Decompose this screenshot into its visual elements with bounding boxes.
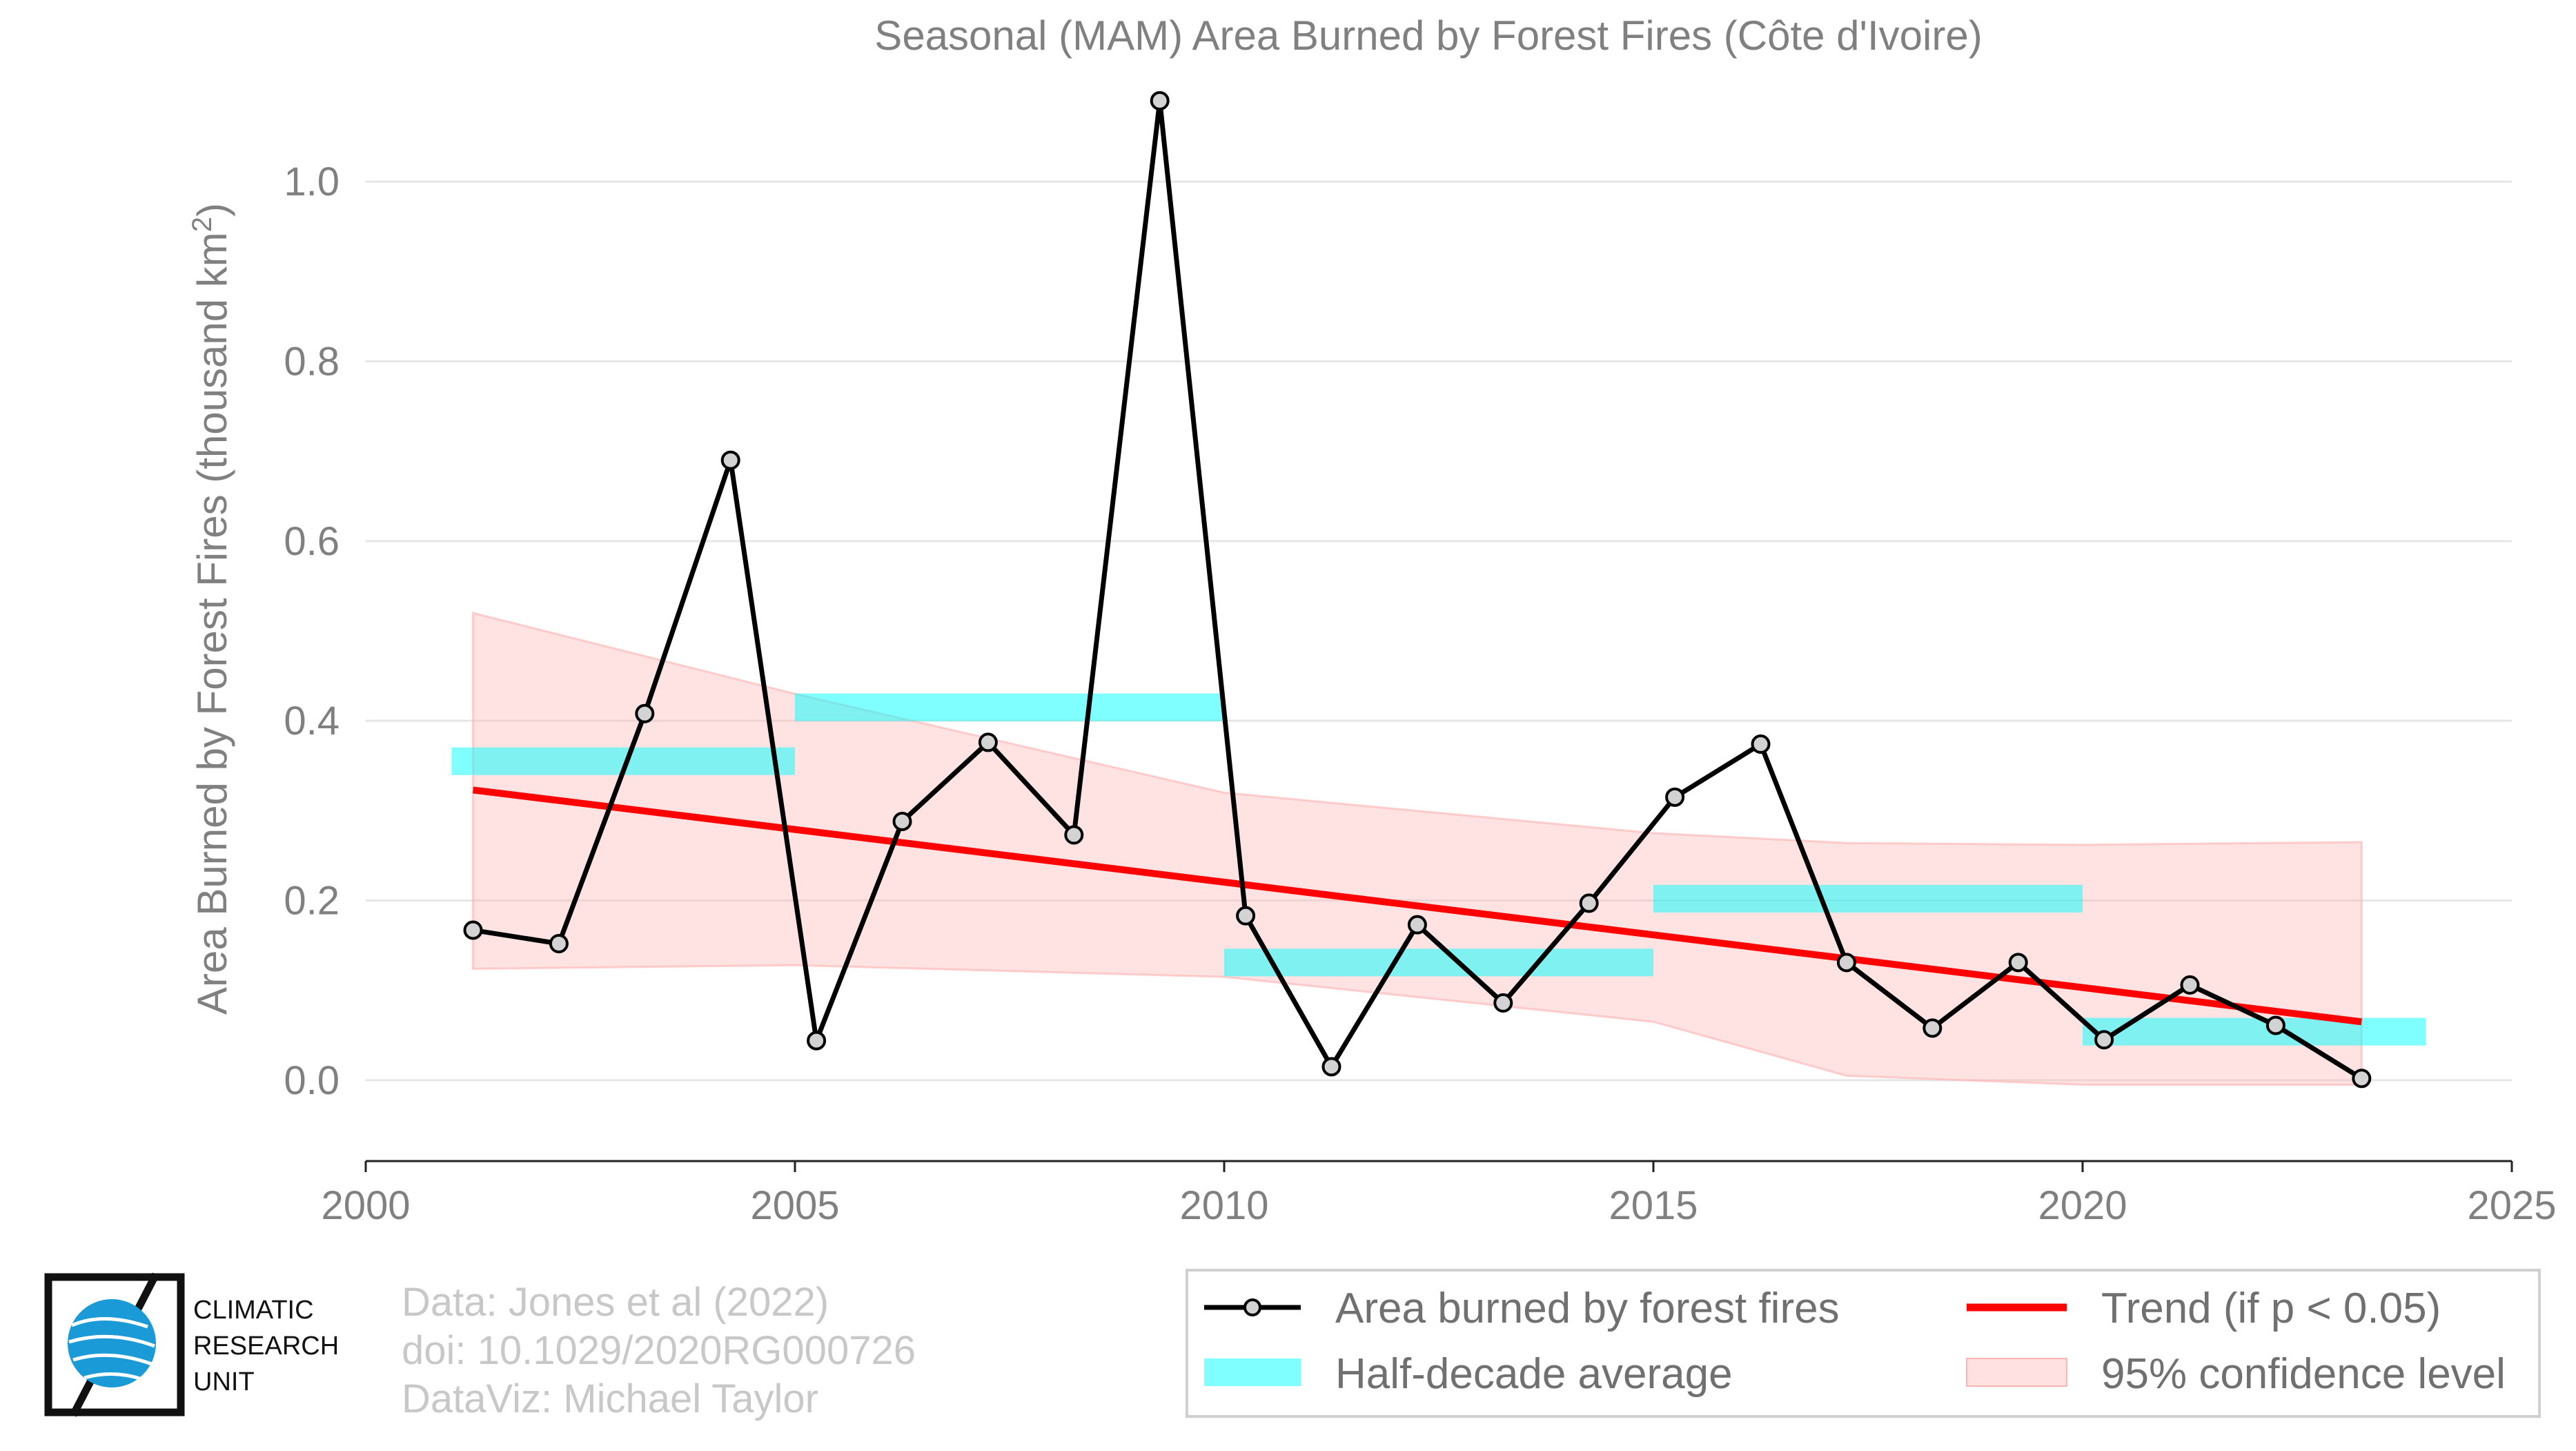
legend-label-series: Area burned by forest fires bbox=[1335, 1285, 1840, 1332]
data-point bbox=[1923, 1018, 1943, 1038]
x-tick-label: 2020 bbox=[2038, 1183, 2127, 1228]
globe-icon bbox=[68, 1299, 156, 1387]
data-point bbox=[1236, 906, 1256, 926]
data-point bbox=[1064, 825, 1084, 845]
data-point bbox=[1751, 734, 1771, 754]
y-axis-title: Area Burned by Forest Fires (thousand km… bbox=[187, 203, 235, 1015]
half-decade-averages bbox=[451, 693, 2426, 1046]
legend-swatch-series-marker bbox=[1243, 1298, 1261, 1316]
data-point bbox=[720, 450, 740, 470]
trend-line bbox=[472, 786, 2362, 1026]
data-point bbox=[1407, 915, 1427, 935]
x-tick-labels: 2000 2005 2010 2015 2020 2025 bbox=[321, 1161, 2557, 1228]
legend-frame bbox=[1186, 1269, 2541, 1418]
legend: Area burned by forest fires Trend (if p … bbox=[1186, 1269, 2541, 1418]
data-point bbox=[892, 811, 912, 831]
logo-bracket-right bbox=[73, 1273, 185, 1416]
credit-doi: doi: 10.1029/2020RG000726 bbox=[402, 1328, 916, 1373]
x-tick-label: 2005 bbox=[750, 1183, 839, 1228]
logo-text-research: RESEARCH bbox=[193, 1332, 339, 1361]
data-point bbox=[1579, 893, 1599, 913]
logo-text-climatic: CLIMATIC bbox=[193, 1296, 314, 1325]
y-tick-label: 0.2 bbox=[284, 879, 340, 924]
data-point bbox=[978, 732, 998, 752]
y-tick-labels: 0.0 0.2 0.4 0.6 0.8 1.0 bbox=[284, 159, 340, 1103]
gridlines bbox=[366, 180, 2512, 1082]
data-point bbox=[1150, 91, 1170, 111]
x-tick-label: 2000 bbox=[321, 1183, 410, 1228]
legend-label-average: Half-decade average bbox=[1335, 1350, 1733, 1398]
data-point bbox=[1321, 1057, 1341, 1077]
data-point bbox=[1665, 787, 1685, 807]
y-tick-label: 0.8 bbox=[284, 340, 340, 384]
y-tick-label: 0.0 bbox=[284, 1058, 340, 1103]
legend-swatch-average bbox=[1204, 1359, 1301, 1386]
data-point bbox=[549, 933, 569, 953]
half-decade-average-bar bbox=[2083, 1017, 2426, 1046]
logo-bracket-left bbox=[44, 1273, 156, 1416]
x-tick-label: 2010 bbox=[1179, 1183, 1268, 1228]
logo-text-unit: UNIT bbox=[193, 1367, 255, 1396]
credit-dataviz: DataViz: Michael Taylor bbox=[402, 1376, 818, 1421]
chart-title: Seasonal (MAM) Area Burned by Forest Fir… bbox=[874, 12, 1982, 59]
legend-label-trend: Trend (if p < 0.05) bbox=[2101, 1285, 2441, 1332]
y-tick-label: 0.4 bbox=[284, 699, 340, 743]
credit-data-source: Data: Jones et al (2022) bbox=[402, 1280, 829, 1325]
y-tick-label: 1.0 bbox=[284, 159, 340, 204]
data-point bbox=[2008, 953, 2028, 973]
x-tick-label: 2015 bbox=[1609, 1183, 1698, 1228]
data-point bbox=[635, 703, 655, 723]
legend-label-confidence: 95% confidence level bbox=[2101, 1350, 2506, 1398]
half-decade-average-bar bbox=[1653, 884, 2083, 913]
trend-layer bbox=[472, 786, 2362, 1026]
y-axis-title-main: Area Burned by Forest Fires (thousand km bbox=[189, 232, 235, 1015]
data-point bbox=[2094, 1030, 2114, 1050]
data-point bbox=[1836, 953, 1856, 973]
data-point bbox=[463, 920, 483, 940]
data-point bbox=[807, 1031, 827, 1051]
y-tick-label: 0.6 bbox=[284, 519, 340, 564]
data-point bbox=[2180, 975, 2200, 995]
area-burned-series bbox=[463, 91, 2372, 1089]
x-tick-label: 2025 bbox=[2467, 1183, 2556, 1228]
data-point bbox=[2352, 1069, 2372, 1089]
half-decade-average-bar bbox=[1224, 948, 1653, 977]
data-point bbox=[2265, 1015, 2285, 1035]
legend-swatch-confidence bbox=[1966, 1358, 2067, 1387]
logo-slash-top bbox=[132, 1272, 159, 1316]
data-point bbox=[1493, 993, 1513, 1013]
cru-logo: CLIMATIC RESEARCH UNIT bbox=[44, 1272, 339, 1417]
y-axis-title-superscript: 2 bbox=[187, 217, 217, 232]
half-decade-average-bar bbox=[795, 693, 1224, 721]
y-axis-title-close: ) bbox=[189, 203, 235, 217]
